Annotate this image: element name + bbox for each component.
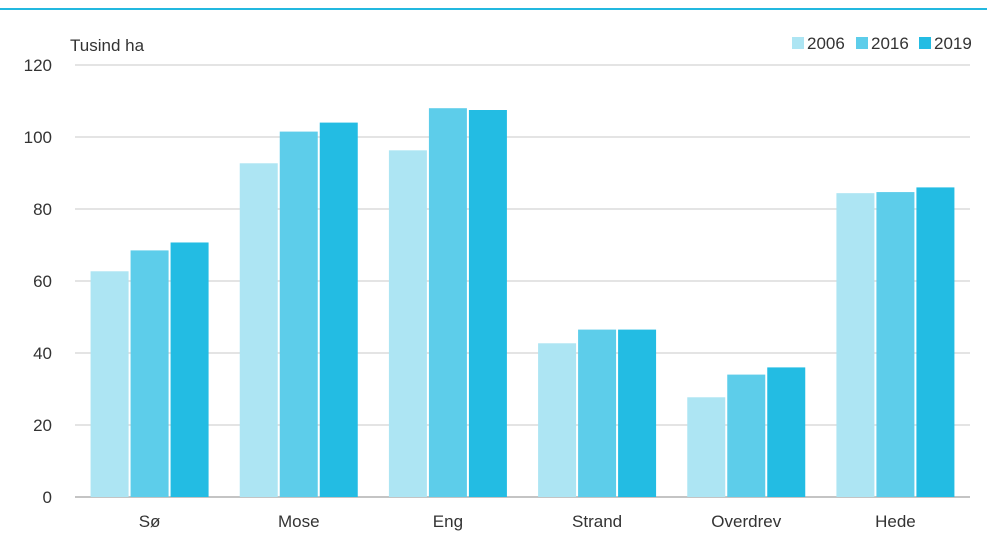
bars [90, 108, 955, 497]
y-tick-label: 20 [33, 416, 52, 435]
x-tick-label: Mose [278, 512, 320, 531]
bar-2006-5 [836, 193, 875, 497]
legend-label: 2019 [934, 34, 972, 53]
y-tick-label: 60 [33, 272, 52, 291]
bar-2019-4 [767, 367, 806, 497]
bar-2006-3 [538, 343, 577, 497]
bar-2019-2 [468, 110, 507, 497]
bar-2016-3 [578, 329, 617, 497]
legend-label: 2006 [807, 34, 845, 53]
legend: 2006 2016 2019 [792, 34, 972, 53]
y-tick-label: 100 [24, 128, 52, 147]
bar-2016-2 [428, 108, 467, 497]
bar-2006-1 [239, 163, 278, 497]
bar-2016-1 [279, 131, 318, 497]
bar-2019-1 [319, 122, 358, 497]
bar-2019-0 [170, 242, 209, 497]
legend-swatch-2019 [919, 37, 931, 49]
x-tick-label: Overdrev [711, 512, 781, 531]
legend-label: 2016 [871, 34, 909, 53]
y-tick-label: 0 [43, 488, 52, 507]
y-tick-label: 120 [24, 56, 52, 75]
y-unit-label: Tusind ha [70, 36, 145, 55]
legend-swatch-2016 [856, 37, 868, 49]
x-tick-label: Hede [875, 512, 916, 531]
top-accent-rule [0, 8, 987, 10]
bar-2006-4 [687, 397, 726, 497]
bar-2006-2 [388, 150, 427, 497]
x-tick-label: Strand [572, 512, 622, 531]
legend-swatch-2006 [792, 37, 804, 49]
bar-2019-5 [916, 187, 955, 497]
gridlines [75, 64, 970, 498]
bar-2016-4 [727, 374, 766, 497]
bar-2019-3 [618, 329, 657, 497]
y-tick-label: 80 [33, 200, 52, 219]
y-axis-ticks: 0 20 40 60 80 100 120 [24, 56, 52, 507]
x-axis-labels: Sø Mose Eng Strand Overdrev Hede [139, 512, 916, 531]
bar-2016-0 [130, 250, 169, 497]
y-tick-label: 40 [33, 344, 52, 363]
x-tick-label: Sø [139, 512, 161, 531]
bar-2016-5 [876, 192, 915, 497]
x-tick-label: Eng [433, 512, 463, 531]
bar-2006-0 [90, 271, 129, 497]
